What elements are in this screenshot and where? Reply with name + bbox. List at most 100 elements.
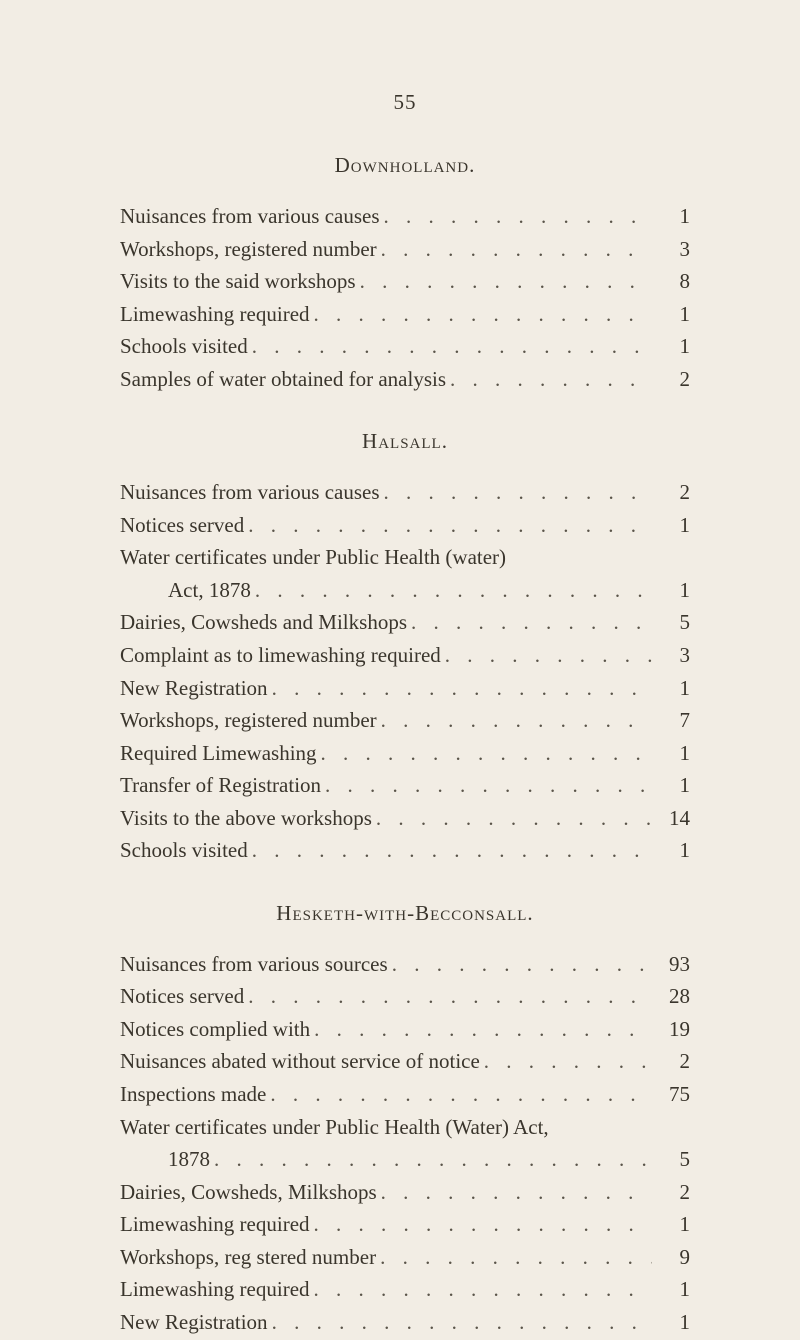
entry-row: Required Limewashing. . . . . . . . . . … — [120, 737, 690, 770]
leader-dots: . . . . . . . . . . . . . . . . . . . . … — [407, 606, 652, 639]
entry-row: Workshops, registered number. . . . . . … — [120, 704, 690, 737]
entry-label: Act, 1878 — [120, 574, 251, 607]
entry-row: Visits to the said workshops. . . . . . … — [120, 265, 690, 298]
page-content: Downholland. Nuisances from various cause… — [120, 153, 690, 1338]
page-number: 55 — [120, 90, 690, 115]
entry-value: 14 — [652, 802, 690, 835]
entry-label: Required Limewashing — [120, 737, 317, 770]
leader-dots: . . . . . . . . . . . . . . . . . . . . … — [380, 200, 652, 233]
entry-value: 1 — [652, 672, 690, 705]
leader-dots: . . . . . . . . . . . . . . . . . . . . … — [266, 1078, 652, 1111]
entry-value: 1 — [652, 834, 690, 867]
entry-label: Workshops, registered number — [120, 233, 377, 266]
entry-label: Notices served — [120, 509, 244, 542]
entry-value: 3 — [652, 639, 690, 672]
section-block: Hesketh-with-Becconsall. Nuisances from v… — [120, 901, 690, 1339]
entry-row: Limewashing required. . . . . . . . . . … — [120, 1273, 690, 1306]
entry-value: 2 — [652, 363, 690, 396]
section-heading: Hesketh-with-Becconsall. — [120, 901, 690, 926]
entry-value: 1 — [652, 737, 690, 770]
leader-dots: . . . . . . . . . . . . . . . . . . . . … — [268, 672, 652, 705]
entry-row: Nuisances from various causes. . . . . .… — [120, 476, 690, 509]
entry-value: 1 — [652, 298, 690, 331]
leader-dots: . . . . . . . . . . . . . . . . . . . . … — [248, 330, 652, 363]
entry-row: Workshops, registered number. . . . . . … — [120, 233, 690, 266]
entry-value: 9 — [652, 1241, 690, 1274]
document-page: 55 Downholland. Nuisances from various ca… — [0, 0, 800, 1340]
entry-value: 28 — [652, 980, 690, 1013]
entry-row: Notices served. . . . . . . . . . . . . … — [120, 509, 690, 542]
leader-dots: . . . . . . . . . . . . . . . . . . . . … — [377, 1176, 652, 1209]
entry-row: New Registration. . . . . . . . . . . . … — [120, 672, 690, 705]
entry-value: 2 — [652, 1045, 690, 1078]
section-block: Halsall. Nuisances from various causes. .… — [120, 429, 690, 867]
entry-row: Limewashing required. . . . . . . . . . … — [120, 1208, 690, 1241]
entry-value: 1 — [652, 1273, 690, 1306]
entry-row: Limewashing required. . . . . . . . . . … — [120, 298, 690, 331]
leader-dots: . . . . . . . . . . . . . . . . . . . . … — [441, 639, 652, 672]
leader-dots: . . . . . . . . . . . . . . . . . . . . … — [251, 574, 652, 607]
entry-row: Complaint as to limewashing required. . … — [120, 639, 690, 672]
entry-label: 1878 — [120, 1143, 210, 1176]
entry-row: Water certificates under Public Health (… — [120, 1111, 690, 1144]
entry-row: Act, 1878. . . . . . . . . . . . . . . .… — [120, 574, 690, 607]
entry-row: 1878. . . . . . . . . . . . . . . . . . … — [120, 1143, 690, 1176]
leader-dots: . . . . . . . . . . . . . . . . . . . . … — [480, 1045, 652, 1078]
leader-dots: . . . . . . . . . . . . . . . . . . . . … — [268, 1306, 652, 1339]
entry-label: Dairies, Cowsheds, Milkshops — [120, 1176, 377, 1209]
leader-dots: . . . . . . . . . . . . . . . . . . . . … — [310, 1013, 652, 1046]
entry-value: 7 — [652, 704, 690, 737]
entry-row: Dairies, Cowsheds, Milkshops. . . . . . … — [120, 1176, 690, 1209]
entry-value: 8 — [652, 265, 690, 298]
section-heading: Halsall. — [120, 429, 690, 454]
entry-row: Nuisances from various causes. . . . . .… — [120, 200, 690, 233]
leader-dots: . . . . . . . . . . . . . . . . . . . . … — [310, 1273, 652, 1306]
entry-row: Schools visited. . . . . . . . . . . . .… — [120, 330, 690, 363]
entry-value: 93 — [652, 948, 690, 981]
entry-label: Samples of water obtained for analysis — [120, 363, 446, 396]
leader-dots: . . . . . . . . . . . . . . . . . . . . … — [248, 834, 652, 867]
entry-row: Schools visited. . . . . . . . . . . . .… — [120, 834, 690, 867]
entry-value: 1 — [652, 509, 690, 542]
entry-label: Complaint as to limewashing required — [120, 639, 441, 672]
entry-row: Notices complied with. . . . . . . . . .… — [120, 1013, 690, 1046]
entry-value: 1 — [652, 1208, 690, 1241]
entry-label: Nuisances abated without service of noti… — [120, 1045, 480, 1078]
entry-label: Schools visited — [120, 834, 248, 867]
section-heading: Downholland. — [120, 153, 690, 178]
entry-label: Water certificates under Public Health (… — [120, 1111, 549, 1144]
entry-row: Nuisances abated without service of noti… — [120, 1045, 690, 1078]
entry-label: New Registration — [120, 672, 268, 705]
entry-value: 1 — [652, 330, 690, 363]
leader-dots: . . . . . . . . . . . . . . . . . . . . … — [317, 737, 652, 770]
entry-label: Visits to the above workshops — [120, 802, 372, 835]
entry-label: Limewashing required — [120, 1208, 310, 1241]
entry-label: Limewashing required — [120, 298, 310, 331]
leader-dots: . . . . . . . . . . . . . . . . . . . . … — [244, 980, 652, 1013]
entry-value: 19 — [652, 1013, 690, 1046]
leader-dots: . . . . . . . . . . . . . . . . . . . . … — [210, 1143, 652, 1176]
entry-row: Samples of water obtained for analysis. … — [120, 363, 690, 396]
entry-row: Water certificates under Public Health (… — [120, 541, 690, 574]
entry-label: Workshops, registered number — [120, 704, 377, 737]
entry-label: Nuisances from various sources — [120, 948, 388, 981]
leader-dots: . . . . . . . . . . . . . . . . . . . . … — [380, 476, 652, 509]
entry-row: Visits to the above workshops. . . . . .… — [120, 802, 690, 835]
entry-label: Transfer of Registration — [120, 769, 321, 802]
leader-dots: . . . . . . . . . . . . . . . . . . . . … — [310, 1208, 652, 1241]
leader-dots: . . . . . . . . . . . . . . . . . . . . … — [244, 509, 652, 542]
entry-label: Workshops, reg stered number — [120, 1241, 376, 1274]
entry-label: Notices served — [120, 980, 244, 1013]
entry-value: 75 — [652, 1078, 690, 1111]
entry-value: 1 — [652, 1306, 690, 1339]
leader-dots: . . . . . . . . . . . . . . . . . . . . … — [321, 769, 652, 802]
entry-value: 5 — [652, 1143, 690, 1176]
entry-label: Inspections made — [120, 1078, 266, 1111]
entry-label: Water certificates under Public Health (… — [120, 541, 506, 574]
leader-dots: . . . . . . . . . . . . . . . . . . . . … — [377, 233, 652, 266]
entry-value: 1 — [652, 769, 690, 802]
entry-value: 2 — [652, 1176, 690, 1209]
entry-value: 1 — [652, 574, 690, 607]
entry-label: Visits to the said workshops — [120, 265, 356, 298]
leader-dots: . . . . . . . . . . . . . . . . . . . . … — [388, 948, 652, 981]
